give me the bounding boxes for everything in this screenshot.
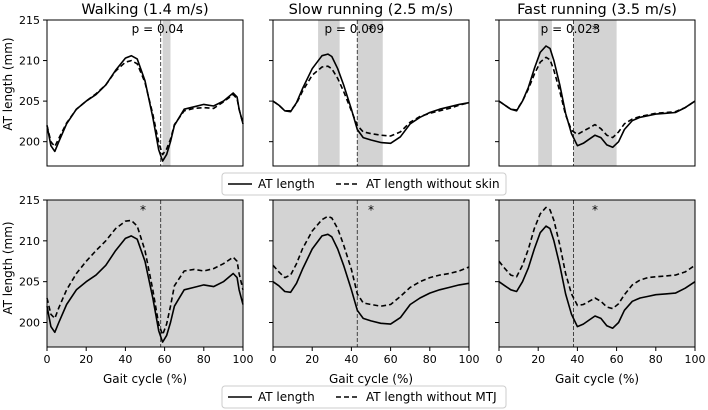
y-tick-label: 210 — [19, 235, 40, 248]
y-tick-label: 205 — [19, 276, 40, 289]
legend-bottom-frame — [221, 385, 507, 409]
x-tick-label: 100 — [459, 353, 480, 366]
x-tick-label: 80 — [423, 353, 437, 366]
shaded-region — [573, 20, 617, 166]
legend-top-entry-2: AT length without skin — [366, 177, 500, 191]
legend-bottom: AT length AT length without MTJ — [221, 385, 507, 409]
series-line-dashed — [46, 219, 244, 336]
series-line-dashed — [498, 206, 696, 310]
significance-star: * — [592, 23, 598, 37]
shaded-region — [273, 200, 469, 347]
x-tick-label: 0 — [44, 353, 51, 366]
x-tick-label: 100 — [685, 353, 706, 366]
series-line-dashed — [272, 65, 470, 137]
x-tick-label: 20 — [79, 353, 93, 366]
legend-bottom-entry-1: AT length — [258, 390, 315, 404]
series-line-solid — [272, 233, 470, 325]
shaded-region — [357, 20, 383, 166]
y-tick-label: 215 — [19, 194, 40, 207]
y-tick-label: 210 — [19, 55, 40, 68]
legend-top: AT length AT length without skin — [221, 172, 507, 196]
x-tick-label: 40 — [570, 353, 584, 366]
axes-frame — [272, 199, 470, 348]
x-tick-label: 60 — [384, 353, 398, 366]
x-tick-label: 40 — [344, 353, 358, 366]
axes-frame — [498, 199, 696, 348]
legend-top-entry-1: AT length — [258, 177, 315, 191]
x-tick-label: 0 — [270, 353, 277, 366]
p-value-annotation: p = 0.04 — [132, 22, 184, 36]
panel-title: Walking (1.4 m/s) — [81, 2, 208, 18]
shaded-region — [318, 20, 340, 166]
y-tick-label: 200 — [19, 317, 40, 330]
x-tick-label: 20 — [531, 353, 545, 366]
x-tick-label: 80 — [197, 353, 211, 366]
series-line-solid — [46, 235, 244, 343]
y-tick-label: 205 — [19, 95, 40, 108]
series-line-solid — [498, 225, 696, 329]
shaded-region — [47, 200, 243, 347]
legend-top-frame — [221, 172, 507, 196]
y-axis-label-top: AT length (mm) — [1, 37, 15, 130]
x-tick-label: 60 — [158, 353, 172, 366]
x-axis-label-slow-running: Gait cycle (%) — [329, 372, 413, 386]
panel-fast-running-top: *p = 0.023 Fast running (3.5 m/s) — [495, 2, 696, 167]
axes-frame — [46, 19, 244, 167]
panel-fast-running-bottom: 0 20 40 60 80 100 * — [495, 199, 706, 366]
panel-walking-bottom: 200 205 210 215 0 20 40 60 80 100 * — [19, 194, 254, 366]
axes-frame — [46, 199, 244, 348]
significance-star: * — [368, 203, 374, 217]
significance-star: * — [368, 23, 374, 37]
axes-frame — [272, 19, 470, 167]
x-axis-label-fast-running: Gait cycle (%) — [555, 372, 639, 386]
x-tick-label: 80 — [649, 353, 663, 366]
shaded-region — [499, 200, 695, 347]
y-tick-label: 200 — [19, 136, 40, 149]
axes-frame — [498, 19, 696, 167]
series-line-dashed — [498, 56, 696, 139]
y-tick-label: 215 — [19, 14, 40, 27]
series-line-dashed — [46, 59, 244, 156]
panel-title: Fast running (3.5 m/s) — [517, 2, 677, 18]
x-axis-label-walking: Gait cycle (%) — [103, 372, 187, 386]
p-value-annotation: p = 0.023 — [541, 22, 601, 36]
panel-slow-running-bottom: 0 20 40 60 80 100 * — [269, 199, 480, 366]
panel-title: Slow running (2.5 m/s) — [289, 2, 454, 18]
x-tick-label: 20 — [305, 353, 319, 366]
x-tick-label: 60 — [610, 353, 624, 366]
shaded-region — [538, 20, 552, 166]
y-axis-label-bottom: AT length (mm) — [1, 221, 15, 314]
significance-star: * — [592, 203, 598, 217]
significance-star: * — [140, 203, 146, 217]
x-tick-label: 40 — [118, 353, 132, 366]
x-tick-label: 0 — [496, 353, 503, 366]
x-tick-label: 100 — [233, 353, 254, 366]
panel-walking-top: 200 205 210 215 p = 0.04 Walking (1.4 m/s) — [19, 2, 244, 167]
p-value-annotation: p = 0.009 — [324, 22, 384, 36]
shaded-region — [162, 20, 171, 166]
legend-bottom-entry-2: AT length without MTJ — [366, 390, 497, 404]
panel-slow-running-top: *p = 0.009 Slow running (2.5 m/s) — [269, 2, 470, 167]
